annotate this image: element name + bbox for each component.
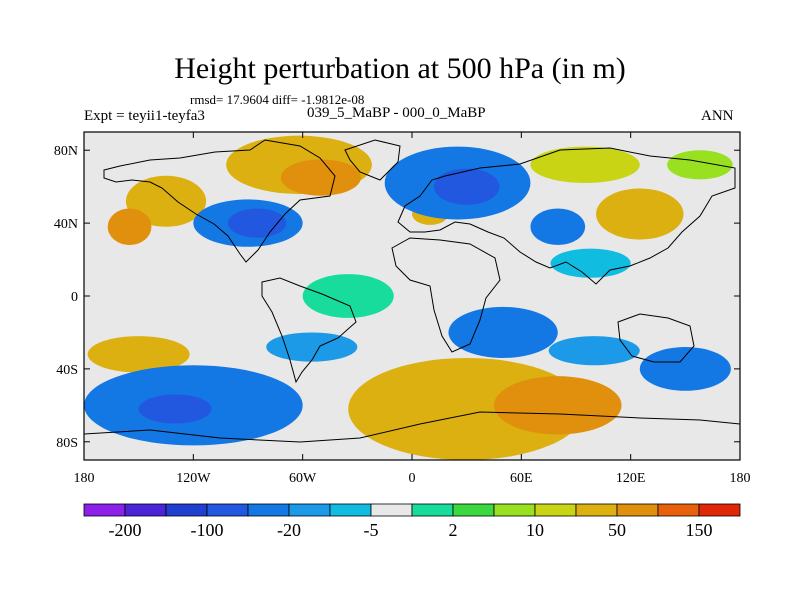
- stats-text: rmsd= 17.9604 diff= -1.9812e-08: [190, 92, 365, 107]
- colorbar-label: -100: [191, 520, 224, 540]
- x-axis: 180 120W 60W 0 60E 120E 180: [74, 132, 751, 486]
- colorbar-label: 150: [686, 520, 713, 540]
- anomaly-region: [639, 347, 731, 391]
- coastline-antarctica: [84, 411, 740, 443]
- coastline-south-america: [261, 277, 357, 384]
- season-label: ANN: [701, 108, 734, 124]
- anomaly-region: [302, 274, 394, 318]
- colorbar-swatch: [288, 503, 331, 517]
- colorbar-label: -200: [109, 520, 142, 540]
- anomaly-region: [107, 208, 152, 245]
- colorbar-swatch: [165, 503, 208, 517]
- y-tick-label: 40S: [56, 363, 78, 378]
- colorbar-swatch: [698, 503, 741, 517]
- anomaly-region: [550, 248, 631, 278]
- anomaly-region: [138, 394, 212, 424]
- anomaly-region: [530, 146, 640, 184]
- anomaly-region: [667, 150, 733, 180]
- coastline-north-america: [103, 139, 336, 263]
- colorbar-label: 10: [526, 520, 544, 540]
- coastline-layer: [84, 139, 740, 443]
- anomaly-region: [433, 168, 500, 205]
- coastline-australia: [617, 313, 695, 363]
- x-tick-label: 0: [409, 471, 416, 486]
- experiment-label: Expt = teyii1-teyfa3: [84, 108, 205, 124]
- x-tick-label: 60W: [289, 471, 317, 486]
- colorbar-swatch: [616, 503, 659, 517]
- colorbar-label: 2: [449, 520, 458, 540]
- colorbar-swatch: [206, 503, 249, 517]
- x-tick-label: 180: [74, 471, 95, 486]
- y-tick-label: 80N: [54, 144, 78, 159]
- y-tick-label: 80S: [56, 436, 78, 451]
- colorbar-swatch: [370, 503, 413, 517]
- y-axis: 80N 40N 0 40S 80S: [54, 144, 740, 451]
- anomaly-region: [530, 208, 586, 245]
- coastline-eurasia: [397, 147, 736, 285]
- colorbar-swatch: [534, 503, 577, 517]
- colorbar-swatch: [493, 503, 536, 517]
- anomaly-layer: [84, 135, 733, 460]
- period-label: 039_5_MaBP - 000_0_MaBP: [307, 105, 486, 121]
- y-tick-label: 40N: [54, 217, 78, 232]
- colorbar-swatch: [329, 503, 372, 517]
- anomaly-region: [448, 306, 558, 358]
- colorbar-label: 50: [608, 520, 626, 540]
- coastline-africa: [391, 237, 501, 353]
- anomaly-region: [280, 159, 361, 196]
- colorbar-swatch: [83, 503, 126, 517]
- anomaly-region: [266, 332, 358, 362]
- colorbar-swatch: [124, 503, 167, 517]
- colorbar-swatch: [575, 503, 618, 517]
- anomaly-region: [87, 336, 190, 373]
- colorbar-swatch: [452, 503, 495, 517]
- coastline-greenland: [344, 139, 401, 181]
- anomaly-region: [548, 336, 640, 366]
- colorbar-swatch: [247, 503, 290, 517]
- x-tick-label: 180: [730, 471, 751, 486]
- anomaly-region: [494, 376, 622, 435]
- chart-title: Height perturbation at 500 hPa (in m): [174, 52, 626, 85]
- anomaly-region: [596, 188, 684, 240]
- colorbar-label: -20: [277, 520, 301, 540]
- anomaly-region: [125, 175, 207, 227]
- colorbar-label: -5: [364, 520, 379, 540]
- y-tick-label: 0: [71, 290, 78, 305]
- x-tick-label: 120W: [176, 471, 211, 486]
- colorbar-swatch: [657, 503, 700, 517]
- colorbar: -200 -100 -20 -5 2 10 50 150: [83, 503, 741, 540]
- x-tick-label: 120E: [616, 471, 646, 486]
- x-tick-label: 60E: [510, 471, 533, 486]
- colorbar-swatch: [411, 503, 454, 517]
